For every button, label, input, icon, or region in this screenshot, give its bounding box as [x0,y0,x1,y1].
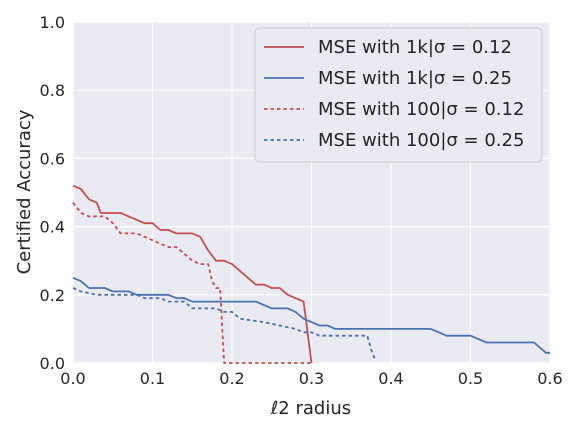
x-tick-label-5: 0.5 [458,369,483,388]
x-tick-label-0: 0.0 [60,369,85,388]
y-tick-label-2: 0.4 [40,218,65,237]
legend-box [254,27,543,163]
y-tick-label-1: 0.2 [40,286,65,305]
x-tick-label-6: 0.6 [537,369,562,388]
y-tick-label-0: 0.0 [40,354,65,373]
legend-label-3: MSE with 100|σ = 0.25 [318,130,524,151]
legend-label-2: MSE with 100|σ = 0.12 [318,99,524,120]
series-line-2 [72,202,312,364]
x-tick-label-1: 0.1 [140,369,165,388]
legend-label-1: MSE with 1k|σ = 0.25 [318,68,512,89]
series-line-1 [72,276,550,354]
y-tick-label-3: 0.6 [40,149,65,168]
series-layer [72,184,550,364]
x-tick-label-3: 0.3 [299,369,324,388]
x-tick-label-2: 0.2 [219,369,244,388]
legend-label-0: MSE with 1k|σ = 0.12 [318,37,512,58]
tick-labels: 0.0 0.1 0.2 0.3 0.4 0.5 0.6 0.0 0.2 0.4 0.6 0.8 1.0 [40,13,563,388]
series-line-0 [72,184,313,364]
x-axis-label: ℓ2 radius [270,398,351,419]
y-tick-label-5: 1.0 [40,13,65,32]
y-axis-label: Certified Accuracy [14,109,35,274]
legend: MSE with 1k|σ = 0.12 MSE with 1k|σ = 0.25… [254,27,543,163]
y-tick-label-4: 0.8 [40,81,65,100]
x-tick-label-4: 0.4 [378,369,403,388]
